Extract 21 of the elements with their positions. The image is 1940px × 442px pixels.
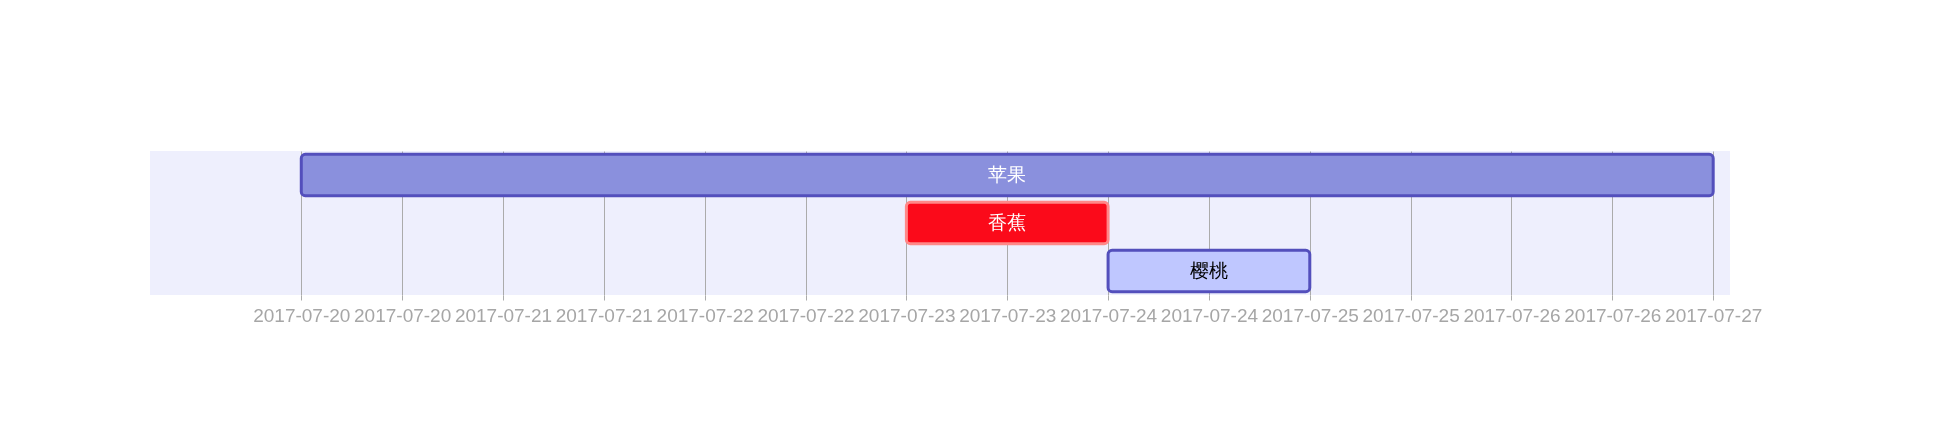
x-tick-label: 2017-07-26 <box>1463 304 1561 326</box>
x-tick-label: 2017-07-21 <box>555 304 653 326</box>
x-tick-label: 2017-07-26 <box>1564 304 1662 326</box>
y-tick-label: 苹果 <box>988 164 1027 185</box>
x-tick-label: 2017-07-25 <box>1362 304 1460 326</box>
x-tick-label: 2017-07-25 <box>1261 304 1359 326</box>
y-tick-label: 香蕉 <box>988 212 1027 233</box>
x-tick-label: 2017-07-20 <box>253 304 351 326</box>
bar <box>904 200 1110 246</box>
x-tick-label: 2017-07-21 <box>454 304 553 326</box>
bar <box>1106 248 1312 294</box>
x-tick-label: 2017-07-24 <box>1059 304 1158 326</box>
x-tick-label: 2017-07-24 <box>1160 304 1259 326</box>
x-tick-label: 2017-07-23 <box>858 304 956 326</box>
bar <box>299 152 1715 198</box>
x-tick-label: 2017-07-22 <box>656 304 754 326</box>
y-tick-label: 樱桃 <box>1189 260 1228 281</box>
x-tick-label: 2017-07-20 <box>354 304 452 326</box>
x-tick-label: 2017-07-22 <box>757 304 855 326</box>
x-tick-label: 2017-07-23 <box>959 304 1057 326</box>
x-tick-label: 2017-07-27 <box>1665 304 1763 326</box>
